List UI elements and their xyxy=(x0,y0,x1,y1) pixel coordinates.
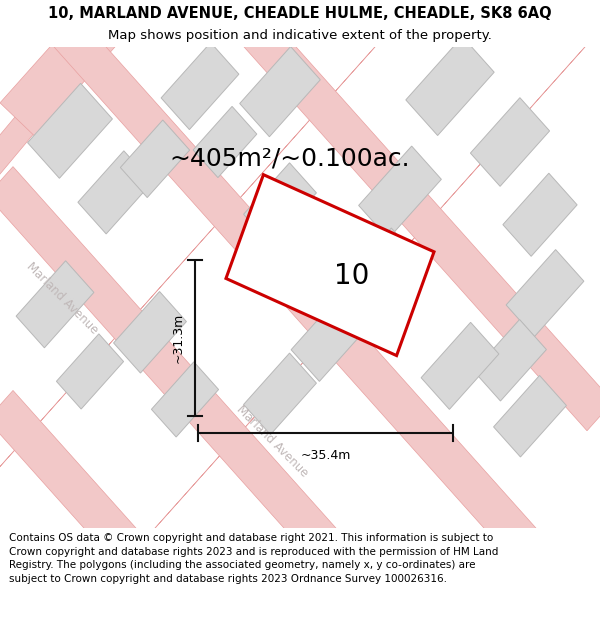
Polygon shape xyxy=(16,261,94,348)
Polygon shape xyxy=(161,42,239,129)
Polygon shape xyxy=(503,173,577,256)
Text: Map shows position and indicative extent of the property.: Map shows position and indicative extent… xyxy=(108,29,492,42)
Text: ~35.4m: ~35.4m xyxy=(301,449,350,462)
Polygon shape xyxy=(0,0,600,431)
Text: Marland Avenue: Marland Avenue xyxy=(233,402,310,479)
Text: ~31.3m: ~31.3m xyxy=(172,312,185,363)
Polygon shape xyxy=(121,120,190,198)
Polygon shape xyxy=(226,174,434,356)
Polygon shape xyxy=(0,0,200,198)
Polygon shape xyxy=(239,46,320,137)
Polygon shape xyxy=(421,322,499,409)
Text: ~405m²/~0.100ac.: ~405m²/~0.100ac. xyxy=(170,147,410,171)
Polygon shape xyxy=(244,353,316,434)
Polygon shape xyxy=(0,167,600,625)
Polygon shape xyxy=(244,162,316,244)
Polygon shape xyxy=(0,391,600,625)
Polygon shape xyxy=(151,362,218,437)
Polygon shape xyxy=(78,151,152,234)
Polygon shape xyxy=(56,334,124,409)
Polygon shape xyxy=(494,376,566,457)
Polygon shape xyxy=(473,319,547,401)
Text: Marland Avenue: Marland Avenue xyxy=(23,261,100,337)
Text: Contains OS data © Crown copyright and database right 2021. This information is : Contains OS data © Crown copyright and d… xyxy=(9,533,499,584)
Polygon shape xyxy=(28,83,112,178)
Polygon shape xyxy=(506,249,584,337)
Text: 10, MARLAND AVENUE, CHEADLE HULME, CHEADLE, SK8 6AQ: 10, MARLAND AVENUE, CHEADLE HULME, CHEAD… xyxy=(48,6,552,21)
Polygon shape xyxy=(142,32,598,542)
Text: 10: 10 xyxy=(334,262,370,290)
Polygon shape xyxy=(0,0,600,136)
Polygon shape xyxy=(359,146,442,239)
Polygon shape xyxy=(113,291,187,373)
Polygon shape xyxy=(470,98,550,186)
Polygon shape xyxy=(406,37,494,136)
Polygon shape xyxy=(193,106,257,178)
Polygon shape xyxy=(0,32,388,542)
Polygon shape xyxy=(291,294,369,381)
Polygon shape xyxy=(342,228,418,314)
